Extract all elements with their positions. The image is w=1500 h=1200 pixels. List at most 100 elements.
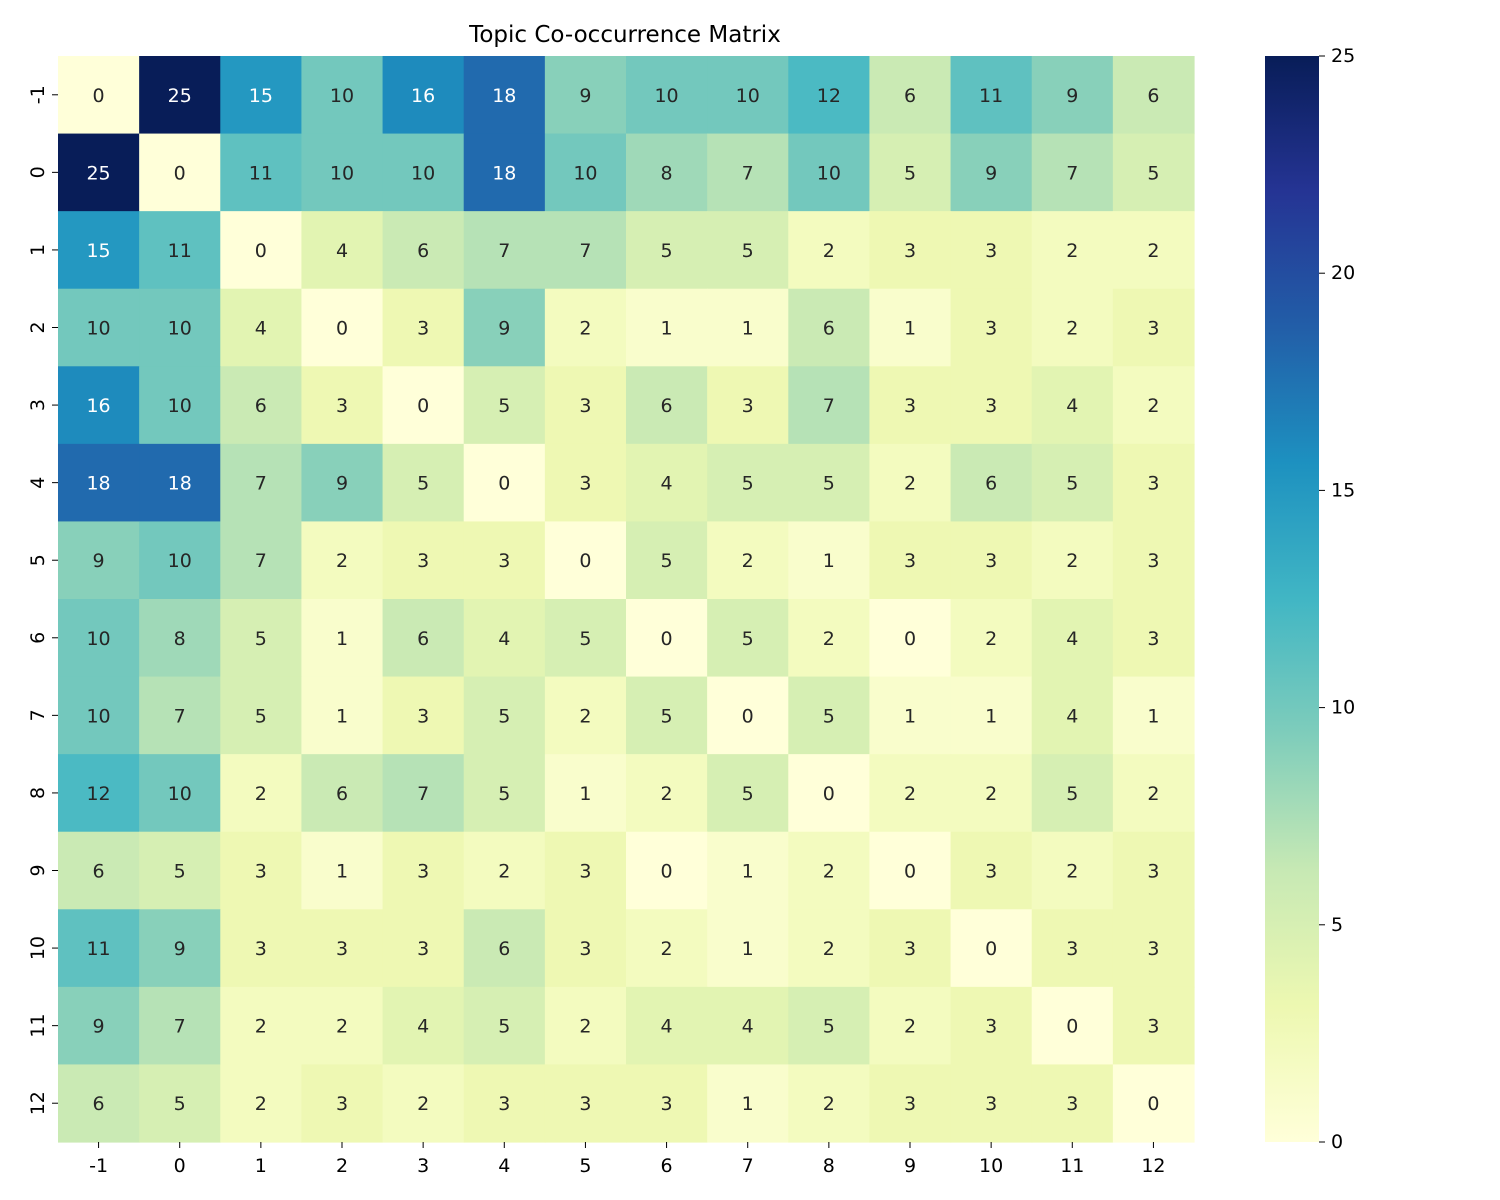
heatmap-cell xyxy=(220,986,303,1066)
cell-value-label: 3 xyxy=(1147,1016,1159,1038)
heatmap-cell xyxy=(301,133,384,212)
heatmap-cell xyxy=(1112,366,1195,445)
heatmap-cell xyxy=(869,521,952,600)
cell-value-label: 3 xyxy=(498,550,510,572)
x-tick-label: 12 xyxy=(1141,1155,1165,1177)
heatmap-cell xyxy=(626,909,708,988)
y-tick-label: 4 xyxy=(27,477,49,489)
cell-value-label: 5 xyxy=(174,1093,186,1115)
heatmap-cell xyxy=(544,599,627,678)
cell-value-label: 1 xyxy=(985,705,997,727)
cell-value-label: 2 xyxy=(823,861,835,883)
heatmap-cell xyxy=(950,521,1033,600)
cell-value-label: 3 xyxy=(255,861,267,883)
cell-value-label: 0 xyxy=(174,162,186,184)
heatmap-cell xyxy=(301,56,384,135)
colorbar-tick-label: 0 xyxy=(1331,1131,1343,1153)
heatmap-cell xyxy=(1031,521,1114,600)
cell-value-label: 3 xyxy=(579,395,591,417)
heatmap-cell xyxy=(382,288,465,367)
heatmap-cell xyxy=(301,288,384,367)
cell-value-label: 18 xyxy=(168,473,192,495)
cell-value-label: 1 xyxy=(742,861,754,883)
heatmap-cell xyxy=(869,676,952,755)
cell-value-label: 3 xyxy=(985,395,997,417)
y-tick-label: 11 xyxy=(27,1014,49,1038)
x-tick-label: 7 xyxy=(742,1155,754,1177)
heatmap-cell xyxy=(58,754,140,833)
cell-value-label: 6 xyxy=(1147,85,1159,107)
cell-value-label: 5 xyxy=(417,473,429,495)
cell-value-label: 1 xyxy=(661,318,673,340)
cell-value-label: 3 xyxy=(417,550,429,572)
cell-value-label: 1 xyxy=(579,783,591,805)
heatmap-cell xyxy=(382,133,465,212)
heatmap-cell xyxy=(58,288,140,367)
cell-value-label: 5 xyxy=(742,473,754,495)
heatmap-cell xyxy=(707,366,789,445)
heatmap-cell xyxy=(788,521,871,600)
cell-value-label: 3 xyxy=(417,938,429,960)
cell-value-label: 3 xyxy=(498,1093,510,1115)
cell-value-label: 5 xyxy=(498,783,510,805)
cell-value-label: 5 xyxy=(255,705,267,727)
heatmap-cell xyxy=(220,1064,303,1143)
cell-value-label: 3 xyxy=(1147,938,1159,960)
colorbar: 0 5 10 15 20 25 xyxy=(1265,45,1355,1153)
heatmap-cell xyxy=(544,986,627,1066)
cell-value-label: 6 xyxy=(985,473,997,495)
heatmap-cell xyxy=(788,288,871,367)
heatmap-cell xyxy=(1112,1064,1195,1143)
cell-value-label: 6 xyxy=(417,628,429,650)
cell-value-label: 6 xyxy=(904,85,916,107)
heatmap-cell xyxy=(707,211,789,290)
cell-value-label: 3 xyxy=(985,1016,997,1038)
heatmap-cell xyxy=(463,754,546,833)
y-tick-label: 12 xyxy=(27,1091,49,1115)
cell-value-label: 1 xyxy=(904,318,916,340)
cell-value-label: 10 xyxy=(86,318,110,340)
heatmap-cell xyxy=(58,133,140,212)
cell-value-label: 0 xyxy=(1066,1016,1078,1038)
cell-value-label: 2 xyxy=(1147,395,1159,417)
cell-value-label: 18 xyxy=(86,473,110,495)
heatmap-cell xyxy=(301,1064,384,1143)
cell-value-label: 5 xyxy=(823,1016,835,1038)
heatmap-cell xyxy=(382,909,465,988)
colorbar-tick-label: 5 xyxy=(1331,914,1343,936)
cell-value-label: 7 xyxy=(498,240,510,262)
cell-value-label: 8 xyxy=(661,162,673,184)
heatmap-cell xyxy=(950,443,1033,523)
cell-value-label: 10 xyxy=(168,550,192,572)
heatmap-cell xyxy=(869,754,952,833)
cell-value-label: 3 xyxy=(985,240,997,262)
x-axis: -1 0 1 2 3 4 5 6 7 8 9 10 11 12 xyxy=(89,1142,1166,1177)
cell-value-label: 10 xyxy=(817,162,841,184)
cell-value-label: 0 xyxy=(985,938,997,960)
heatmap-cell xyxy=(788,56,871,135)
heatmap-cell xyxy=(1031,909,1114,988)
cell-value-label: 0 xyxy=(93,85,105,107)
cell-value-label: 0 xyxy=(336,318,348,340)
heatmap-cell xyxy=(707,831,789,910)
cell-value-label: 9 xyxy=(498,318,510,340)
heatmap-cell xyxy=(544,56,627,135)
heatmap-cell xyxy=(869,909,952,988)
cell-value-label: 3 xyxy=(579,861,591,883)
heatmap-cell xyxy=(220,211,303,290)
heatmap-cell xyxy=(544,133,627,212)
cell-value-label: 10 xyxy=(411,162,435,184)
cell-value-label: 1 xyxy=(336,705,348,727)
cell-value-label: 3 xyxy=(579,473,591,495)
cell-value-label: 2 xyxy=(1147,240,1159,262)
heatmap-cell xyxy=(139,133,221,212)
cell-value-label: 5 xyxy=(742,628,754,650)
cell-value-label: 11 xyxy=(249,162,273,184)
cell-value-label: 16 xyxy=(411,85,435,107)
x-tick-label: 11 xyxy=(1060,1155,1084,1177)
y-tick-label: 10 xyxy=(27,936,49,960)
heatmap-cell xyxy=(220,599,303,678)
heatmap-cell xyxy=(950,909,1033,988)
y-tick-label: 0 xyxy=(27,166,49,178)
heatmap-cell xyxy=(301,521,384,600)
